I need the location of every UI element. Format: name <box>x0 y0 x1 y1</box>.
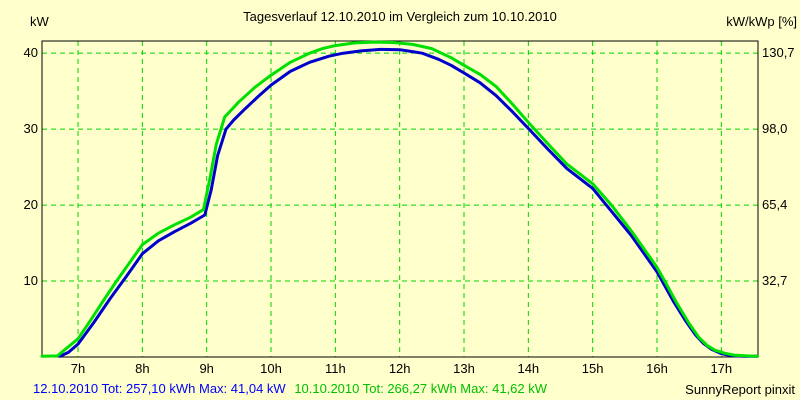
left-axis-title: kW <box>30 14 49 29</box>
left-tick-10: 10 <box>23 273 38 289</box>
x-tick-16h: 16h <box>646 361 668 376</box>
plot-border <box>41 40 759 358</box>
x-tick-8h: 8h <box>135 361 150 376</box>
footer-statistics: 12.10.2010 Tot: 257,10 kWh Max: 41,04 kW… <box>33 381 547 396</box>
right-tick-65,4: 65,4 <box>762 197 788 213</box>
right-tick-130,7: 130,7 <box>762 45 795 61</box>
curve-10.10.2010 <box>40 40 759 358</box>
x-tick-14h: 14h <box>517 361 540 376</box>
x-tick-15h: 15h <box>581 361 604 376</box>
left-tick-20: 20 <box>23 197 38 213</box>
right-tick-32,7: 32,7 <box>762 273 788 289</box>
left-tick-40: 40 <box>23 45 38 61</box>
right-axis-title: kW/kWp [%] <box>726 14 797 29</box>
x-tick-12h: 12h <box>388 361 411 376</box>
right-tick-98,0: 98,0 <box>762 121 788 137</box>
brand-text: SunnyReport pinxit <box>685 382 795 397</box>
series2-stats-text: 10.10.2010 Tot: 266,27 kWh Max: 41,62 kW <box>294 381 547 396</box>
x-tick-17h: 17h <box>710 361 733 376</box>
x-tick-9h: 9h <box>199 361 214 376</box>
x-tick-7h: 7h <box>70 361 86 376</box>
chart-title: Tagesverlauf 12.10.2010 im Vergleich zum… <box>243 9 557 24</box>
x-tick-10h: 10h <box>260 361 282 376</box>
left-tick-30: 30 <box>23 121 38 137</box>
curve-12.10.2010 <box>58 47 759 358</box>
x-tick-11h: 11h <box>324 361 346 376</box>
x-tick-13h: 13h <box>453 361 475 376</box>
series1-stats-text: 12.10.2010 Tot: 257,10 kWh Max: 41,04 kW <box>33 381 286 396</box>
